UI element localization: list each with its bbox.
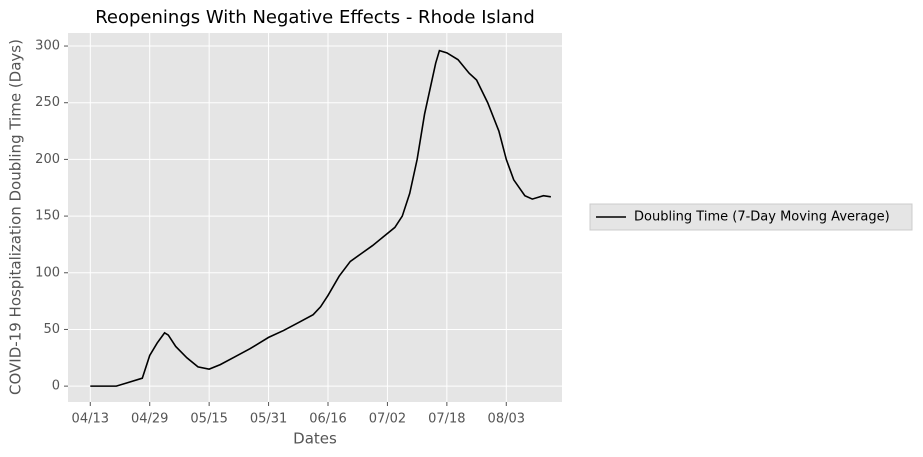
x-tick-label: 08/03 [488,412,525,427]
line [90,49,551,387]
y-tick-label: 150 [35,209,60,224]
legend-label: Doubling Time (7-Day Moving Average) [634,210,890,225]
y-tick-label: 100 [35,265,60,280]
x-tick-label: 04/13 [72,412,109,427]
y-tick-label: 200 [35,152,60,167]
chart-title: Reopenings With Negative Effects - Rhode… [95,7,535,28]
x-tick-label: 04/29 [131,412,168,427]
x-tick-label: 05/31 [250,412,287,427]
x-tick-label: 05/15 [190,412,227,427]
x-tick-label: 07/02 [369,412,406,427]
y-tick-label: 50 [43,322,60,337]
plot-area [68,33,562,402]
x-tick-label: 07/18 [428,412,465,427]
y-tick-label: 0 [52,379,60,394]
y-axis-label: COVID-19 Hospitalization Doubling Time (… [7,39,25,395]
y-tick-label: 250 [35,95,60,110]
x-tick-label: 06/16 [309,412,346,427]
legend [589,203,913,231]
y-tick-label: 300 [35,39,60,54]
x-axis-label: Dates [293,430,337,448]
